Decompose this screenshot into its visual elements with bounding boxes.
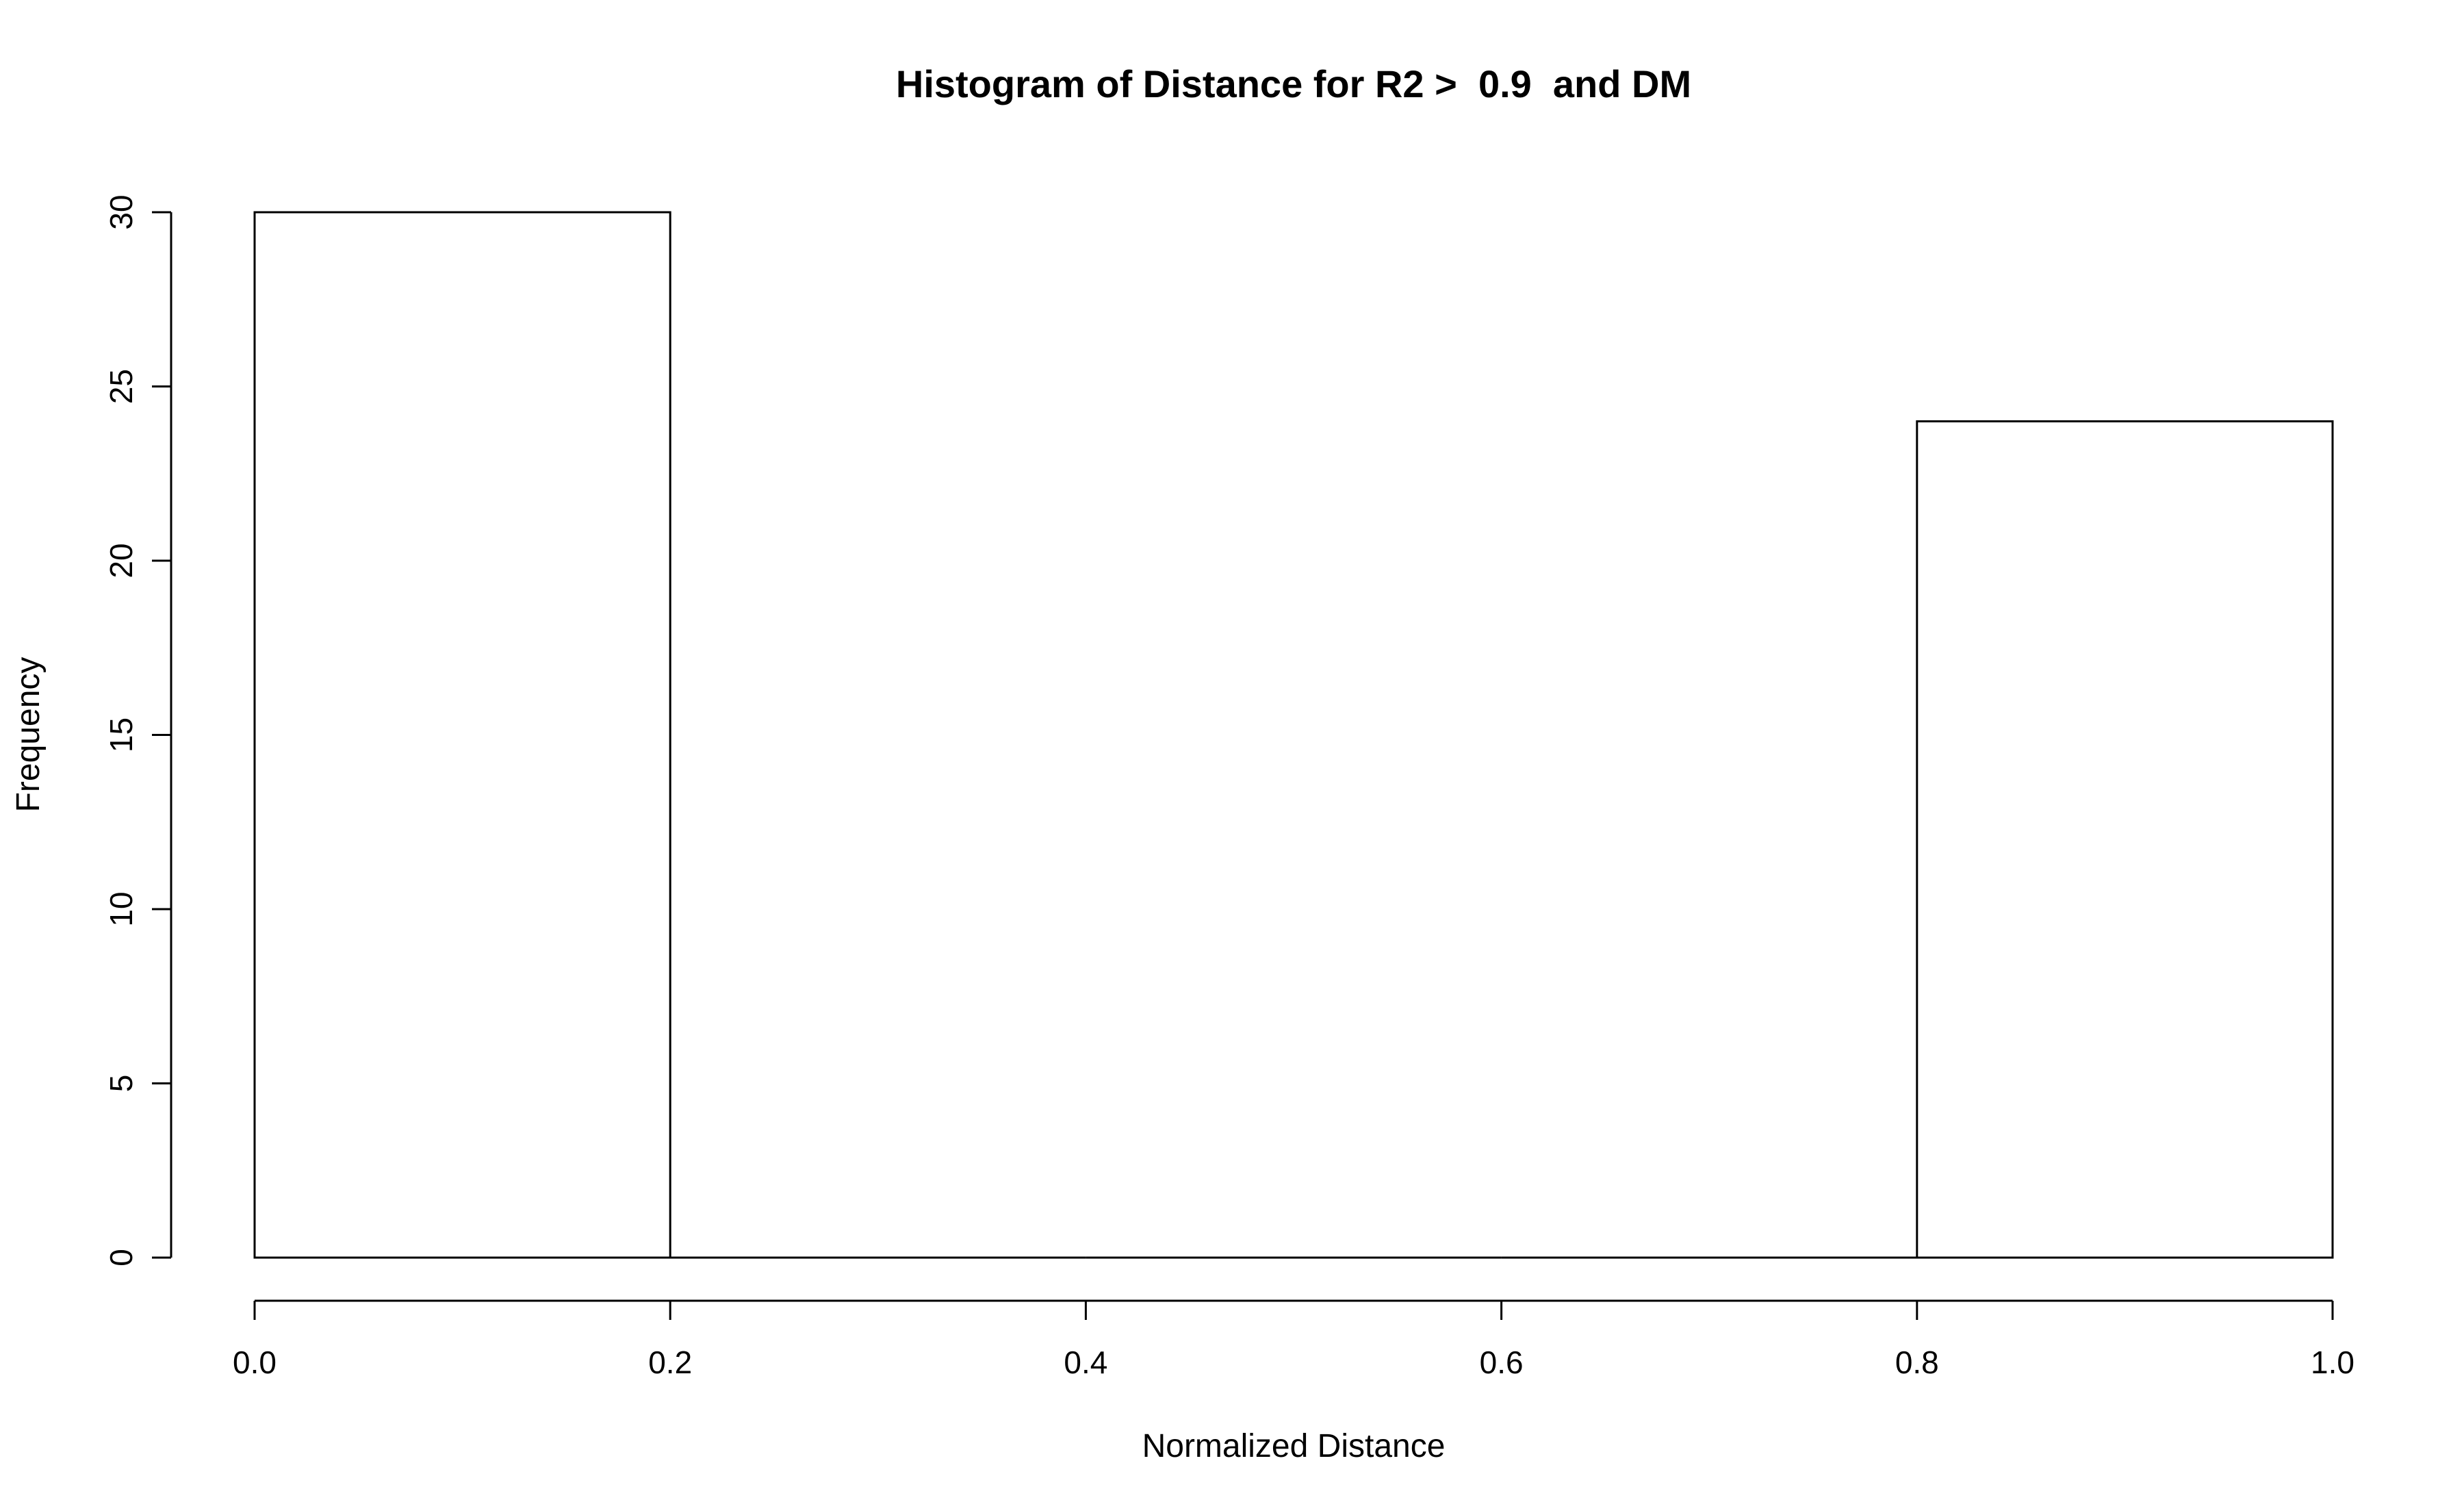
histogram-bar-4	[1916, 420, 2334, 1259]
x-tick-label-0: 0.0	[233, 1345, 277, 1380]
y-tick-label-4: 20	[103, 543, 139, 578]
x-tick-label-2: 0.4	[1064, 1345, 1107, 1380]
y-tick-label-3: 15	[103, 717, 139, 752]
y-axis: 0 5 10 15 20 25 30	[103, 194, 172, 1267]
y-tick-label-5: 25	[103, 369, 139, 404]
chart-title: Histogram of Distance for R2 > 0.9 and D…	[896, 62, 1691, 105]
x-tick-label-3: 0.6	[1480, 1345, 1524, 1380]
y-tick-label-1: 5	[103, 1075, 139, 1093]
y-tick-label-0: 0	[103, 1249, 139, 1267]
y-tick-label-6: 30	[103, 194, 139, 229]
y-tick-label-2: 10	[103, 891, 139, 926]
x-axis: 0.0 0.2 0.4 0.6 0.8 1.0	[233, 1299, 2354, 1380]
bars-layer	[253, 211, 2334, 1259]
x-tick-label-4: 0.8	[1895, 1345, 1939, 1380]
x-tick-label-1: 0.2	[648, 1345, 692, 1380]
x-tick-label-5: 1.0	[2311, 1345, 2354, 1380]
x-axis-label: Normalized Distance	[1142, 1428, 1446, 1464]
y-axis-label: Frequency	[10, 657, 47, 813]
histogram-bar-0	[253, 211, 671, 1259]
